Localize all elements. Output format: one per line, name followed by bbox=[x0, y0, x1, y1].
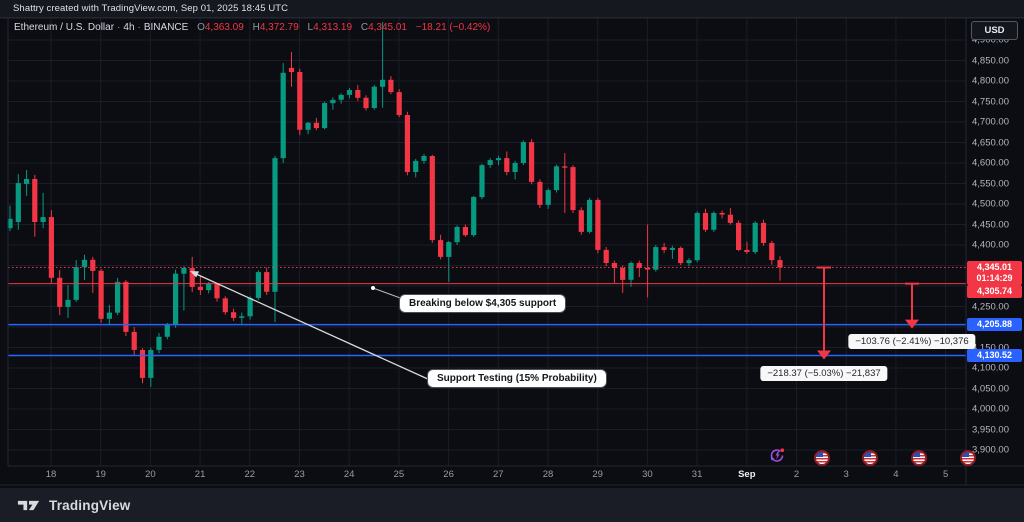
open-value: 4,363.09 bbox=[204, 22, 244, 33]
tradingview-brand-text[interactable]: TradingView bbox=[49, 497, 131, 513]
high-value: 4,372.79 bbox=[259, 22, 299, 33]
time-axis-label: 27 bbox=[493, 469, 504, 480]
us-economic-event-flag-icon[interactable] bbox=[814, 450, 830, 466]
attribution-bar: Shattry created with TradingView.com, Se… bbox=[0, 0, 1024, 18]
measure-text: −103.76 (−2.41%) −10,376 bbox=[855, 336, 969, 347]
time-axis-label: 30 bbox=[642, 469, 653, 480]
currency-toggle-button[interactable]: USD bbox=[971, 21, 1018, 40]
callout-support-testing[interactable]: Support Testing (15% Probability) bbox=[428, 370, 606, 387]
price-axis-label: 4,450.00 bbox=[972, 219, 1009, 230]
us-economic-event-flag-icon[interactable] bbox=[960, 450, 976, 466]
price-axis-label: 4,850.00 bbox=[972, 55, 1009, 66]
us-economic-event-flag-icon[interactable] bbox=[911, 450, 927, 466]
price-range-label-small[interactable]: −103.76 (−2.41%) −10,376 bbox=[848, 334, 976, 349]
legend-separator: · bbox=[117, 22, 121, 33]
price-axis-label: 4,050.00 bbox=[972, 383, 1009, 394]
price-axis-label: 4,600.00 bbox=[972, 157, 1009, 169]
symbol-name: Ethereum / U.S. Dollar bbox=[14, 22, 115, 33]
price-axis-label: 4,700.00 bbox=[972, 116, 1009, 128]
time-axis-label: 3 bbox=[843, 469, 849, 480]
crypto-event-icon[interactable] bbox=[768, 447, 786, 470]
attribution-text: Shattry created with TradingView.com, Se… bbox=[13, 3, 289, 14]
us-economic-event-flag-icon[interactable] bbox=[862, 450, 878, 466]
footer-bar: TradingView bbox=[0, 488, 1024, 522]
time-axis-label: 22 bbox=[244, 469, 256, 480]
price-axis-label: 4,250.00 bbox=[972, 301, 1009, 312]
callout-breaking-below-support[interactable]: Breaking below $4,305 support bbox=[400, 295, 566, 312]
price-axis-label: 4,800.00 bbox=[972, 75, 1009, 87]
high-key: H bbox=[252, 22, 260, 33]
time-axis-label: 24 bbox=[343, 469, 355, 480]
tradingview-logo-icon[interactable] bbox=[17, 498, 41, 513]
time-axis-label: 21 bbox=[194, 469, 206, 480]
time-axis-label: 20 bbox=[145, 469, 156, 480]
chart-pane[interactable] bbox=[0, 18, 1024, 485]
time-axis-label: 28 bbox=[542, 469, 554, 480]
price-axis-label: 4,900.00 bbox=[972, 34, 1009, 46]
time-axis-label: 25 bbox=[393, 469, 405, 480]
time-axis-label: 2 bbox=[793, 469, 800, 480]
price-axis-label: 4,150.00 bbox=[972, 342, 1009, 353]
price-axis-label: 4,100.00 bbox=[972, 362, 1009, 374]
time-axis-label: 5 bbox=[942, 469, 949, 480]
price-axis-label: 4,650.00 bbox=[972, 137, 1009, 148]
symbol-legend[interactable]: Ethereum / U.S. Dollar · 4h · BINANCE O4,363… bbox=[14, 22, 490, 33]
callout-text: Support Testing (15% Probability) bbox=[437, 373, 597, 384]
price-axis-label: 4,550.00 bbox=[972, 178, 1009, 189]
current-price-tag: 4,345.01 01:14:29 bbox=[967, 261, 1022, 286]
legend-separator: · bbox=[137, 22, 141, 33]
price-axis-label: 4,400.00 bbox=[972, 239, 1009, 251]
open-key: O bbox=[197, 22, 205, 33]
change-value: −18.21 (−0.42%) bbox=[415, 22, 491, 33]
price-axis-label: 3,950.00 bbox=[972, 424, 1009, 435]
low-value: 4,313.19 bbox=[313, 22, 353, 33]
callout-text: Breaking below $4,305 support bbox=[409, 298, 557, 309]
close-value: 4,345.01 bbox=[368, 22, 407, 33]
price-axis-label: 4,000.00 bbox=[972, 403, 1009, 415]
close-key: C bbox=[360, 22, 369, 33]
exchange-label: BINANCE bbox=[143, 22, 189, 33]
measure-text: −218.37 (−5.03%) −21,837 bbox=[767, 368, 881, 379]
time-axis-label: 31 bbox=[691, 469, 703, 480]
interval-label: 4h bbox=[123, 22, 135, 33]
price-level-tag: 4,205.88 bbox=[967, 318, 1022, 332]
time-axis-label: 23 bbox=[294, 469, 305, 480]
price-level-tag: 4,305.74 bbox=[967, 285, 1022, 299]
price-range-label-large[interactable]: −218.37 (−5.03%) −21,837 bbox=[760, 366, 888, 381]
time-axis-label: 26 bbox=[443, 469, 454, 480]
price-axis-label: 4,750.00 bbox=[972, 96, 1009, 107]
time-axis-label: 4 bbox=[893, 469, 899, 480]
price-level-tag: 4,130.52 bbox=[967, 348, 1022, 362]
currency-label: USD bbox=[984, 25, 1005, 36]
price-axis-label: 3,900.00 bbox=[972, 444, 1009, 456]
time-axis-label: 29 bbox=[592, 469, 603, 480]
price-axis-label: 4,500.00 bbox=[972, 198, 1009, 210]
time-axis-label: 18 bbox=[45, 469, 57, 480]
time-axis-label: 19 bbox=[95, 469, 106, 480]
time-axis-label: Sep bbox=[738, 469, 756, 480]
low-key: L bbox=[307, 22, 314, 33]
